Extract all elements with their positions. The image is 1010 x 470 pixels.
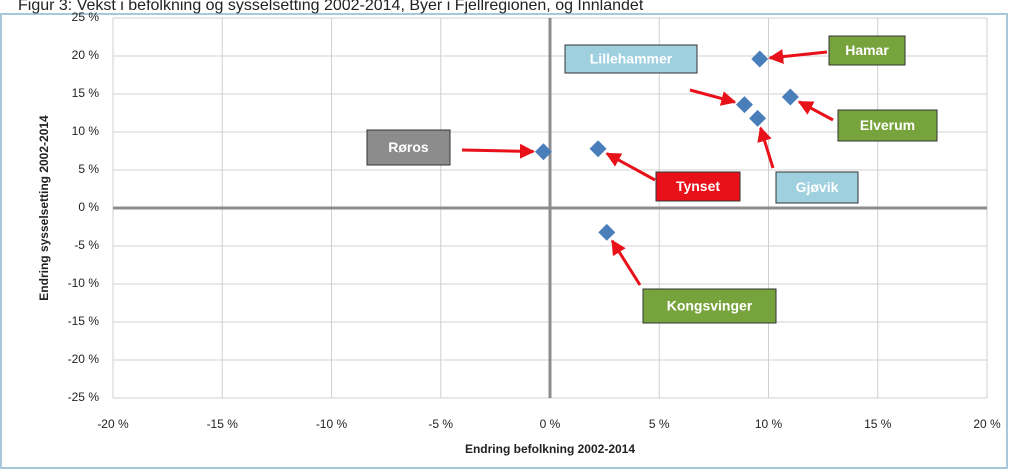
point-label: Hamar	[845, 42, 889, 58]
y-tick-label: 10 %	[72, 124, 100, 138]
point	[781, 88, 799, 106]
x-tick-label: 0 %	[540, 417, 561, 431]
point	[751, 50, 769, 68]
x-axis-title: Endring befolkning 2002-2014	[465, 442, 635, 456]
point-label: Tynset	[676, 178, 720, 194]
marks: Røros Tynset Kongsvinger Lillehammer Gjøvik H…	[366, 35, 938, 324]
x-tick-label: -15 %	[207, 417, 239, 431]
label-box	[837, 109, 938, 142]
x-tick-label: 20 %	[973, 417, 1001, 431]
point	[589, 140, 607, 158]
arrow	[797, 100, 834, 122]
x-tick-label: 10 %	[755, 417, 783, 431]
y-tick-label: -10 %	[68, 276, 100, 290]
point-label: Kongsvinger	[667, 298, 753, 314]
label-box	[564, 44, 698, 74]
x-tick-label: 5 %	[649, 417, 670, 431]
arrow	[689, 88, 737, 106]
label-box	[642, 288, 777, 324]
y-tick-label: 20 %	[72, 48, 100, 62]
arrow	[605, 152, 656, 182]
arrow	[461, 143, 535, 159]
label-box	[775, 171, 859, 204]
y-tick-label: 0 %	[78, 200, 99, 214]
chart-title: Figur 3: Vekst i befolkning og sysselset…	[18, 0, 644, 14]
point	[534, 143, 552, 161]
point-label: Røros	[388, 139, 429, 155]
point-label: Gjøvik	[796, 179, 839, 195]
chart-frame	[0, 13, 1008, 469]
label-box	[366, 129, 451, 166]
y-tick-label: 5 %	[78, 162, 99, 176]
label-box	[828, 35, 906, 66]
arrow	[757, 126, 775, 169]
y-tick-label: -25 %	[68, 390, 100, 404]
x-tick-label: -5 %	[428, 417, 453, 431]
y-tick-label: -5 %	[74, 238, 99, 252]
point	[735, 96, 753, 114]
x-tick-label: 15 %	[864, 417, 892, 431]
y-tick-label: -15 %	[68, 314, 100, 328]
label-box	[655, 171, 741, 202]
point-label: Elverum	[860, 117, 915, 133]
x-tick-label: -10 %	[316, 417, 348, 431]
point-label: Lillehammer	[590, 51, 673, 67]
point	[749, 109, 767, 127]
y-tick-label: 25 %	[72, 10, 100, 24]
y-tick-label: -20 %	[68, 352, 100, 366]
y-tick-label: 15 %	[72, 86, 100, 100]
y-axis-title: Endring sysselsetting 2002-2014	[37, 115, 51, 301]
arrow	[610, 239, 642, 286]
grid: -25 % -20 % -15 % -10 % -5 % 0 % 5 % 10 % 15 % 20…	[68, 10, 1001, 431]
arrow	[768, 49, 828, 65]
x-tick-label: -20 %	[97, 417, 129, 431]
point	[598, 223, 616, 241]
